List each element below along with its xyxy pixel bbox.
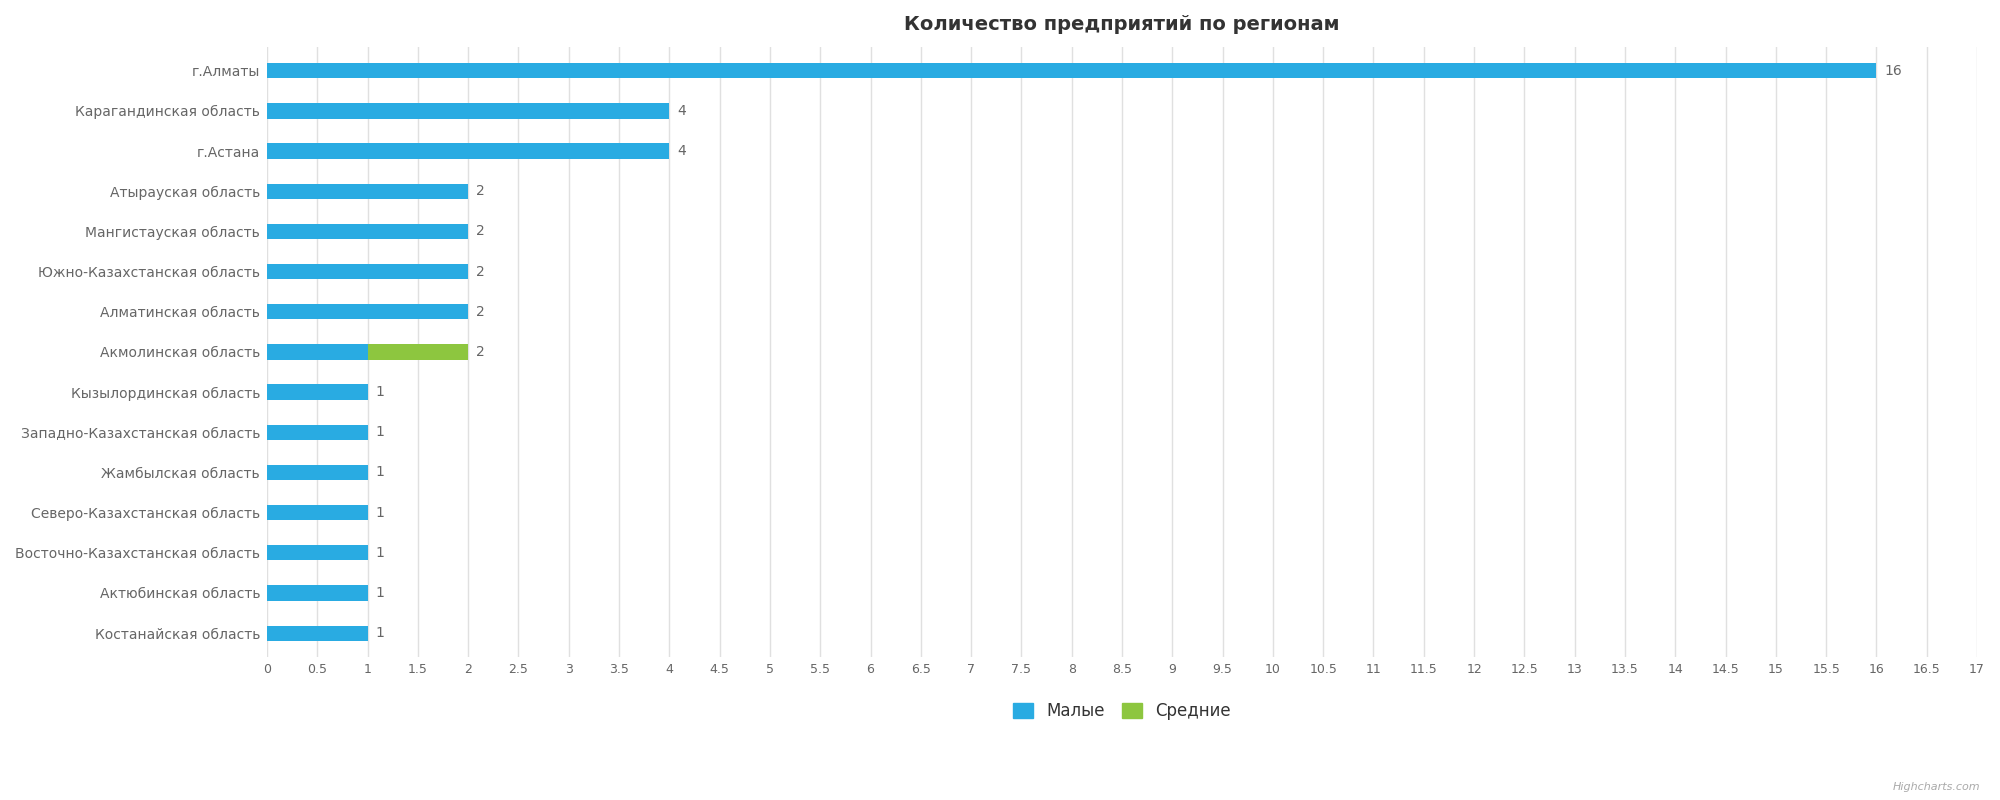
- Text: 2: 2: [476, 225, 484, 238]
- Bar: [368, 344, 468, 359]
- Bar: [266, 626, 368, 641]
- Text: 16: 16: [1884, 64, 1902, 78]
- Title: Количество предприятий по регионам: Количество предприятий по регионам: [904, 15, 1340, 34]
- Bar: [266, 63, 1876, 78]
- Text: 1: 1: [376, 586, 384, 600]
- Bar: [266, 505, 368, 520]
- Text: 1: 1: [376, 546, 384, 560]
- Bar: [266, 545, 368, 561]
- Text: 1: 1: [376, 506, 384, 520]
- Text: 1: 1: [376, 466, 384, 479]
- Text: 4: 4: [678, 144, 686, 158]
- Bar: [266, 143, 670, 158]
- Bar: [266, 465, 368, 480]
- Bar: [266, 344, 368, 359]
- Text: 2: 2: [476, 305, 484, 318]
- Legend: Малые, Средние: Малые, Средние: [1004, 694, 1240, 728]
- Text: Highcharts.com: Highcharts.com: [1892, 782, 1980, 792]
- Bar: [266, 103, 670, 118]
- Bar: [266, 224, 468, 239]
- Text: 2: 2: [476, 265, 484, 278]
- Text: 1: 1: [376, 626, 384, 640]
- Bar: [266, 385, 368, 400]
- Bar: [266, 304, 468, 319]
- Text: 2: 2: [476, 184, 484, 198]
- Bar: [266, 184, 468, 199]
- Bar: [266, 425, 368, 440]
- Bar: [266, 264, 468, 279]
- Text: 1: 1: [376, 426, 384, 439]
- Text: 1: 1: [376, 385, 384, 399]
- Bar: [266, 586, 368, 601]
- Text: 2: 2: [476, 345, 484, 359]
- Text: 4: 4: [678, 104, 686, 118]
